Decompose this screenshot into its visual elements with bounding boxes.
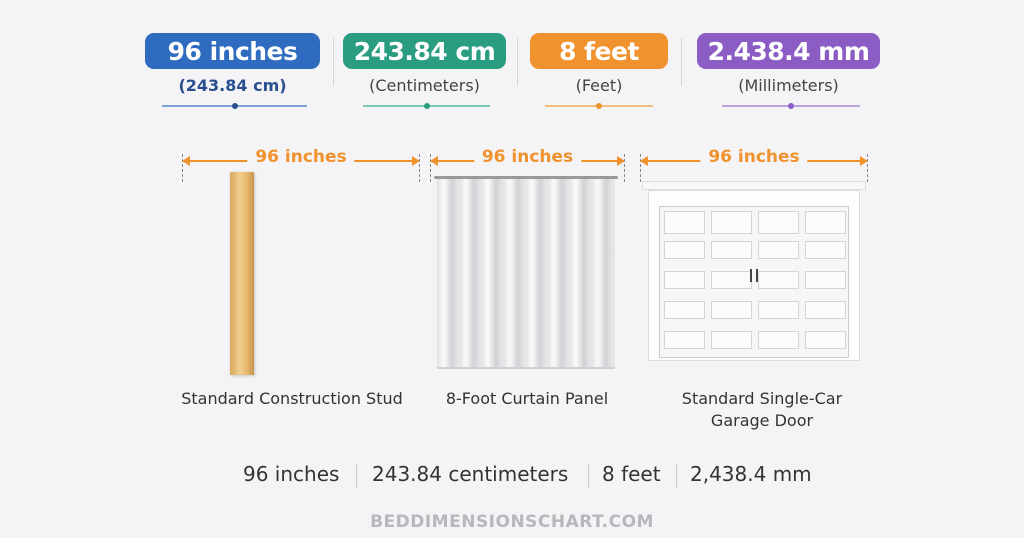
stud-dimension: 96 inches (182, 147, 420, 182)
footer-watermark: BEDDIMENSIONSCHART.COM (370, 512, 654, 532)
door-panel (664, 271, 705, 289)
cm-subtitle: (Centimeters) (369, 76, 480, 95)
mm-subtitle: (Millimeters) (738, 76, 839, 95)
door-handle-icon (750, 269, 752, 282)
door-panel (711, 241, 752, 259)
door-panel (805, 211, 846, 234)
door-panel (711, 331, 752, 349)
door-panel (711, 211, 752, 234)
door-panel (664, 331, 705, 349)
garage-dimension: 96 inches (640, 147, 868, 182)
curtain-caption: 8-Foot Curtain Panel (445, 389, 609, 408)
door-panel (758, 241, 799, 259)
divider (517, 38, 518, 86)
garage-caption: Standard Single-Car Garage Door (681, 389, 843, 430)
feet-badge: 8 feet (530, 33, 668, 69)
feet-underline (545, 102, 653, 109)
garage-door-image (642, 181, 866, 361)
curtain-dimension: 96 inches (430, 147, 625, 182)
cm-badge: 243.84 cm (343, 33, 506, 69)
summary-feet: 8 feet (602, 462, 661, 486)
mm-underline (722, 102, 860, 109)
garage-dimension-label: 96 inches (700, 147, 808, 167)
divider (333, 38, 334, 86)
curtain-rod (434, 176, 618, 179)
divider (681, 38, 682, 86)
inches-badge: 96 inches (145, 33, 320, 69)
summary-centimeters: 243.84 centimeters (372, 462, 569, 486)
inches-underline (162, 102, 307, 109)
stud-dimension-label: 96 inches (247, 147, 355, 167)
door-panel (758, 271, 799, 289)
curtain-panel-image (437, 179, 615, 369)
summary-inches: 96 inches (243, 462, 340, 486)
door-panel (664, 211, 705, 234)
stud-caption: Standard Construction Stud (181, 389, 403, 408)
inches-subtitle: (243.84 cm) (178, 76, 287, 95)
door-panel (805, 241, 846, 259)
cm-underline (363, 102, 490, 109)
door-panel (711, 271, 752, 289)
door-handle-icon (756, 269, 758, 282)
door-panel (805, 331, 846, 349)
door-panel (758, 211, 799, 234)
curtain-dimension-label: 96 inches (473, 147, 582, 167)
door-panel (664, 301, 705, 319)
divider (588, 464, 589, 488)
mm-badge: 2.438.4 mm (697, 33, 880, 69)
door-panel (805, 271, 846, 289)
door-panel (664, 241, 705, 259)
feet-subtitle: (Feet) (575, 76, 623, 95)
door-panel (758, 301, 799, 319)
construction-stud-image (230, 172, 254, 375)
divider (676, 464, 677, 488)
summary-millimeters: 2,438.4 mm (690, 462, 812, 486)
door-panel (805, 301, 846, 319)
divider (356, 464, 357, 488)
door-panel (711, 301, 752, 319)
door-panel (758, 331, 799, 349)
